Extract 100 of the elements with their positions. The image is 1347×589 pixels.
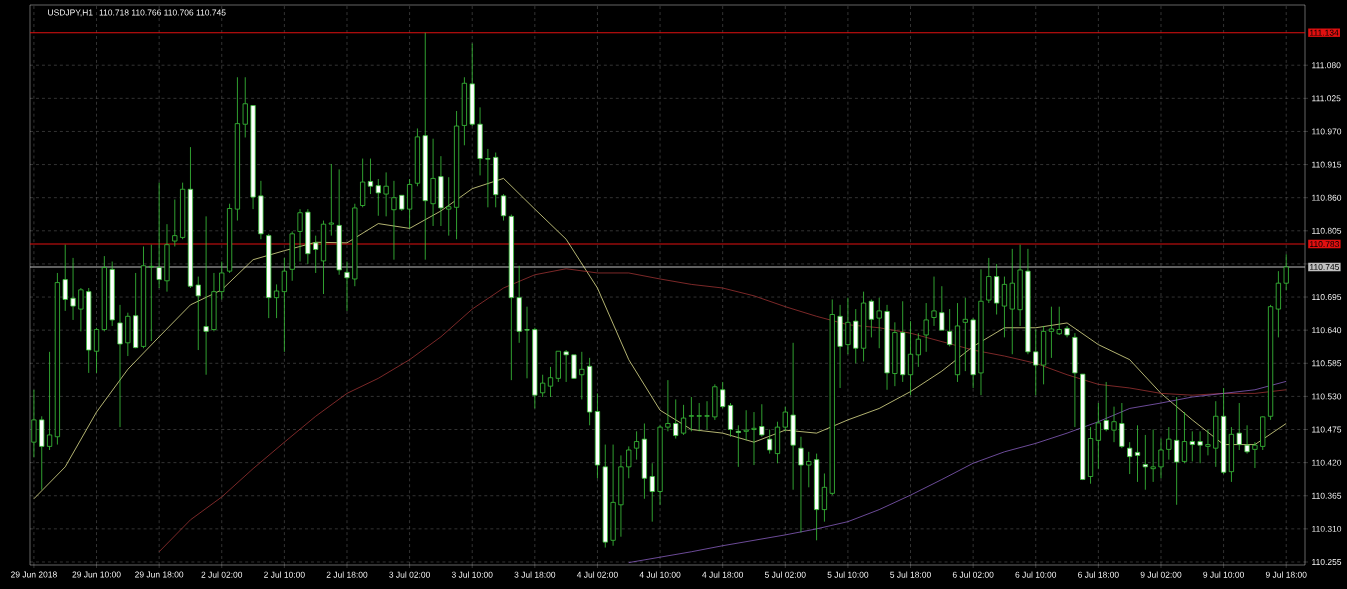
candlestick: [649, 462, 655, 523]
candlestick: [594, 392, 601, 479]
candlestick: [1166, 426, 1172, 461]
x-tick-label: 5 Jul 02:00: [764, 571, 806, 578]
candlestick: [273, 284, 280, 319]
x-tick-label: 2 Jul 02:00: [201, 571, 243, 578]
candlestick: [125, 312, 131, 357]
candlestick: [1127, 441, 1133, 475]
candlestick: [109, 261, 115, 327]
candlestick: [563, 349, 569, 383]
candlestick: [1072, 332, 1078, 428]
candlestick: [743, 409, 749, 441]
candlestick: [140, 246, 147, 349]
candlestick: [1275, 270, 1281, 338]
candlestick: [845, 297, 851, 355]
y-tick-label: 111.080: [1312, 62, 1341, 69]
candlestick: [446, 176, 452, 237]
candlestick: [203, 215, 209, 376]
x-tick-label: 29 Jun 18:00: [135, 571, 184, 578]
candlestick: [1142, 434, 1148, 491]
y-tick-label: 110.255: [1312, 559, 1342, 565]
x-tick-label: 9 Jul 10:00: [1203, 571, 1244, 578]
candlestick: [1197, 430, 1203, 464]
candlestick: [1017, 244, 1023, 327]
candlestick: [375, 178, 381, 217]
candlestick: [258, 180, 264, 240]
candlestick: [555, 350, 561, 383]
y-tick-label: 110.530: [1312, 393, 1342, 400]
candlestick: [54, 272, 60, 445]
candlestick: [602, 444, 608, 548]
candlestick: [1150, 429, 1156, 483]
candlestick: [806, 451, 812, 488]
candlestick: [821, 473, 828, 523]
candlestick: [829, 299, 835, 496]
candlestick: [720, 381, 726, 409]
y-tick-label: 110.365: [1312, 492, 1342, 499]
candlestick: [438, 155, 444, 227]
candlestick: [657, 424, 663, 506]
candlestick: [868, 299, 874, 338]
candlestick: [665, 379, 671, 432]
x-tick-label: 3 Jul 02:00: [389, 571, 430, 578]
candlestick: [1174, 396, 1180, 506]
candlestick: [837, 304, 843, 389]
candlestick: [540, 374, 546, 398]
ref-line-label: 110.783: [1310, 241, 1340, 248]
y-tick-label: 110.695: [1312, 294, 1342, 301]
chart-subtitle: 110.718 110.766 110.706 110.745: [99, 9, 226, 16]
candlestick: [782, 406, 788, 432]
candlestick: [900, 300, 906, 383]
candlestick: [352, 203, 358, 287]
candlestick: [688, 396, 694, 432]
candlestick: [547, 366, 554, 398]
y-tick-label: 110.585: [1312, 360, 1342, 367]
candlestick: [399, 194, 405, 212]
candlestick: [117, 304, 123, 428]
candlestick: [383, 172, 389, 217]
candlestick: [39, 415, 45, 491]
candlestick: [1111, 406, 1117, 443]
candlestick: [305, 208, 311, 265]
candlestick: [704, 400, 710, 430]
candlestick: [226, 203, 233, 274]
candlestick: [46, 351, 53, 451]
y-tick-label: 110.860: [1312, 194, 1342, 201]
candlestick: [187, 146, 194, 289]
ref-line-label: 111.134: [1310, 29, 1339, 36]
candlestick: [579, 351, 585, 400]
candlestick: [633, 430, 640, 461]
candlestick: [673, 399, 679, 439]
x-tick-label: 6 Jul 18:00: [1078, 571, 1119, 578]
candlestick: [148, 244, 154, 342]
candlestick: [814, 453, 820, 541]
candlestick: [1228, 426, 1235, 483]
candlestick: [101, 255, 107, 332]
candlestick: [696, 402, 702, 432]
candlestick: [884, 304, 890, 391]
candlestick: [524, 306, 530, 379]
candlestick: [508, 214, 514, 381]
candlestick: [532, 327, 538, 409]
candlestick: [172, 199, 178, 247]
candlestick: [219, 261, 225, 300]
candlestick: [727, 402, 734, 438]
candlestick: [180, 182, 186, 240]
x-tick-label: 9 Jul 02:00: [1140, 571, 1182, 578]
candlestick: [1056, 306, 1062, 335]
candlestick: [680, 404, 687, 436]
candlestick: [954, 302, 961, 383]
candlestick: [1221, 387, 1227, 475]
candlestick: [156, 182, 162, 289]
candlestick: [195, 276, 201, 351]
x-tick-label: 2 Jul 10:00: [264, 571, 305, 578]
x-tick-label: 9 Jul 18:00: [1265, 571, 1307, 578]
candlestick: [1001, 276, 1008, 338]
candlestick: [860, 291, 867, 362]
candlestick: [962, 297, 968, 372]
x-tick-label: 3 Jul 18:00: [514, 571, 556, 578]
x-tick-label: 4 Jul 10:00: [639, 571, 681, 578]
y-tick-label: 110.805: [1312, 227, 1342, 234]
candlestick: [1181, 411, 1188, 464]
candlestick: [250, 105, 256, 210]
candlestick: [939, 285, 945, 331]
